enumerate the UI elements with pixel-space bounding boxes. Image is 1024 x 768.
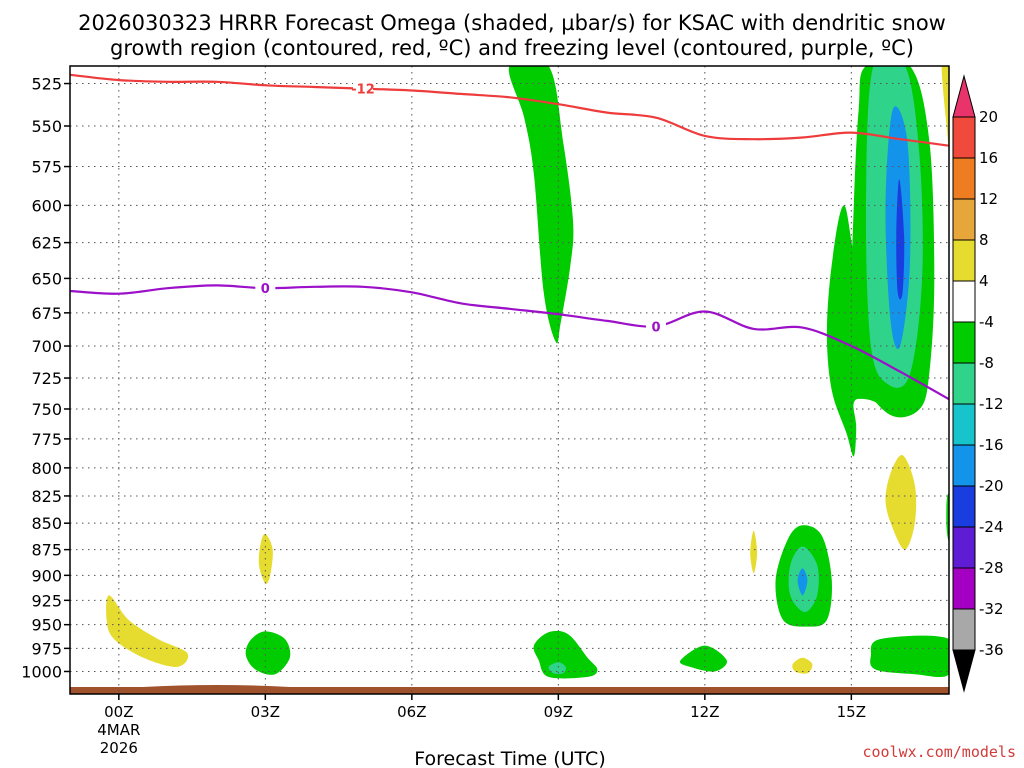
grid-lines <box>70 66 949 694</box>
colorbar-box-8 <box>952 403 976 446</box>
chart-title-line-2: growth region (contoured, red, ºC) and f… <box>110 36 914 60</box>
y-tick-label-800: 800 <box>31 459 62 478</box>
contour-line-1 <box>70 73 949 147</box>
omega-region-14 <box>870 635 949 678</box>
colorbar-box-12 <box>952 567 976 610</box>
omega-colorbar: 20 16 12 8 4 -4 -8 -12 -16 -20 -24 -28 -32 -36 <box>952 74 1004 693</box>
y-tick-label-950: 950 <box>31 616 62 635</box>
x-tick-label-00Z: 00Z <box>104 703 133 721</box>
y-tick-label-625: 625 <box>31 234 62 253</box>
colorbar-label-6: -4 <box>979 313 994 331</box>
colorbar-label-8: -12 <box>979 395 1004 413</box>
y-tick-label-850: 850 <box>31 514 62 533</box>
y-tick-label-925: 925 <box>31 591 62 610</box>
y-tick-label-700: 700 <box>31 337 62 356</box>
terrain-strip <box>70 687 949 694</box>
colorbar-box-13 <box>952 608 976 651</box>
y-tick-label-900: 900 <box>31 566 62 585</box>
colorbar-box-9 <box>952 444 976 487</box>
contour-label-0-a-bg <box>255 280 276 296</box>
y-tick-label-825: 825 <box>31 487 62 506</box>
contour-label-0-a: 0 <box>261 282 270 297</box>
x-tick-label-12Z: 12Z <box>690 703 719 721</box>
colorbar-label-5: 4 <box>979 272 989 290</box>
x-tick-sublabel-1: 4MAR <box>97 721 140 739</box>
colorbar-box-6 <box>952 321 976 364</box>
y-tick-label-575: 575 <box>31 158 62 177</box>
y-tick-label-650: 650 <box>31 269 62 288</box>
colorbar-box-2 <box>952 157 976 200</box>
plot-area: -12 0 0 <box>69 65 950 695</box>
colorbar-top-triangle <box>952 74 976 118</box>
x-axis-label: Forecast Time (UTC) <box>414 748 605 768</box>
omega-region-15 <box>106 595 189 667</box>
colorbar-label-14: -36 <box>979 641 1004 659</box>
colorbar-label-13: -32 <box>979 600 1004 618</box>
contour-label-minus12-bg <box>353 80 373 96</box>
y-tick-label-525: 525 <box>31 75 62 94</box>
x-tick-label-06Z: 06Z <box>397 703 426 721</box>
y-tick-label-550: 550 <box>31 117 62 136</box>
x-tick-label-15Z: 15Z <box>837 703 866 721</box>
omega-region-19 <box>885 455 917 550</box>
colorbar-label-1: 20 <box>979 108 998 126</box>
x-tick-label-03Z: 03Z <box>251 703 280 721</box>
colorbar-bottom-triangle <box>952 649 976 693</box>
colorbar-box-5 <box>952 280 976 323</box>
colorbar-box-4 <box>952 239 976 282</box>
colorbar-label-11: -24 <box>979 518 1004 536</box>
omega-region-9 <box>797 568 808 596</box>
colorbar-label-3: 12 <box>979 190 998 208</box>
contour-label-minus12: -12 <box>351 83 375 98</box>
y-tick-label-600: 600 <box>31 196 62 215</box>
omega-region-13 <box>679 645 728 672</box>
plot-content: -12 0 0 <box>70 66 949 694</box>
y-tick-label-725: 725 <box>31 369 62 388</box>
y-axis-pressure: 525 550 575 600 625 650 675 700 725 750 775 800 825 8… <box>21 75 70 681</box>
colorbar-box-1 <box>952 116 976 159</box>
plot-frame <box>69 65 950 695</box>
contour-label-0-b-bg <box>646 318 666 334</box>
omega-region-17 <box>750 530 758 574</box>
contour-line-2 <box>70 284 949 401</box>
y-tick-label-675: 675 <box>31 304 62 323</box>
x-tick-label-09Z: 09Z <box>544 703 573 721</box>
colorbar-box-3 <box>952 198 976 241</box>
colorbar-box-7 <box>952 362 976 405</box>
omega-region-10 <box>245 631 291 675</box>
y-tick-label-875: 875 <box>31 541 62 560</box>
colorbar-label-2: 16 <box>979 149 998 167</box>
colorbar-box-10 <box>952 485 976 528</box>
omega-region-1 <box>508 66 574 344</box>
colorbar-box-11 <box>952 526 976 569</box>
y-tick-label-750: 750 <box>31 400 62 419</box>
y-tick-label-775: 775 <box>31 430 62 449</box>
colorbar-label-4: 8 <box>979 231 989 249</box>
x-tick-sublabel-2: 2026 <box>100 739 138 757</box>
terrain-bump <box>143 685 290 687</box>
colorbar-label-9: -16 <box>979 436 1004 454</box>
contour-label-0-b: 0 <box>651 320 660 335</box>
omega-region-6 <box>896 179 905 300</box>
chart-title: 2026030323 HRRR Forecast Omega (shaded, … <box>78 11 946 60</box>
colorbar-label-10: -20 <box>979 477 1004 495</box>
colorbar-label-7: -8 <box>979 354 994 372</box>
omega-region-12 <box>548 662 566 675</box>
y-tick-label-975: 975 <box>31 639 62 658</box>
colorbar-label-12: -28 <box>979 559 1004 577</box>
chart-title-line-1: 2026030323 HRRR Forecast Omega (shaded, … <box>78 11 946 35</box>
credit-url: coolwx.com/models <box>862 743 1016 761</box>
y-tick-label-1000: 1000 <box>21 662 62 681</box>
omega-region-18 <box>792 657 813 674</box>
